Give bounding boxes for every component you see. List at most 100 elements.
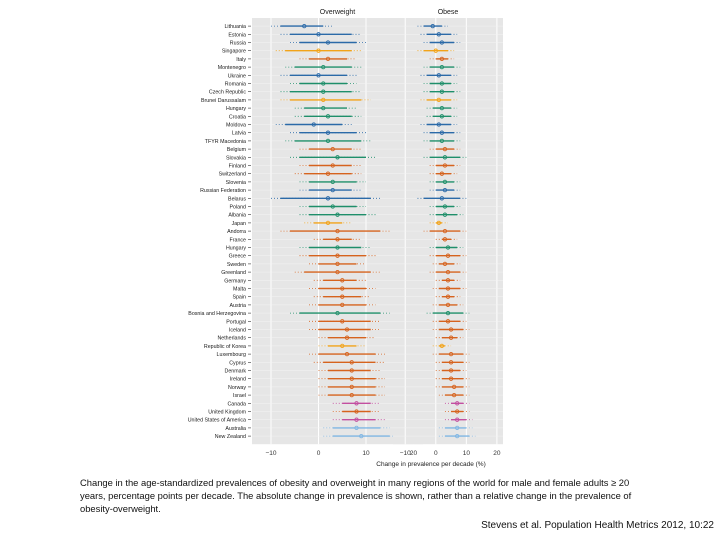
country-label-33: Malta bbox=[233, 287, 246, 293]
overweight-point-30 bbox=[335, 261, 340, 267]
obese-point-1 bbox=[430, 23, 435, 29]
country-label-49: United States of America bbox=[188, 418, 246, 424]
obese-x-tick-label: −10 bbox=[400, 450, 411, 457]
obese-point-10 bbox=[436, 97, 441, 103]
country-label-12: Croatia bbox=[229, 114, 246, 120]
country-label-9: Czech Republic bbox=[209, 90, 246, 96]
country-label-25: Japan bbox=[232, 221, 246, 227]
forest-plot-figure: −10 0 10 20 Overweight −10 0 10 20 Obese Lithuania… bbox=[160, 0, 530, 470]
overweight-point-8 bbox=[321, 81, 326, 86]
country-label-38: Iceland bbox=[229, 328, 246, 334]
overweight-point-6 bbox=[321, 64, 326, 70]
country-label-28: Hungary bbox=[226, 246, 246, 252]
obese-point-26 bbox=[442, 228, 448, 234]
obese-point-45 bbox=[451, 384, 457, 390]
country-label-4: Singapore bbox=[222, 49, 246, 55]
overweight-point-26 bbox=[335, 228, 340, 234]
overweight-point-28 bbox=[335, 245, 340, 250]
country-label-41: Luxembourg bbox=[217, 352, 246, 358]
country-label-11: Hungary bbox=[226, 106, 246, 112]
obese-point-20 bbox=[442, 179, 448, 185]
country-label-51: New Zealand bbox=[215, 434, 246, 440]
overweight-point-42 bbox=[349, 360, 354, 365]
overweight-point-39 bbox=[344, 335, 350, 340]
country-label-26: Andorra bbox=[227, 229, 246, 235]
country-label-8: Romania bbox=[225, 82, 246, 88]
overweight-point-11 bbox=[321, 105, 326, 111]
obese-panel-title: Obese bbox=[438, 9, 459, 16]
overweight-point-20 bbox=[330, 179, 335, 185]
country-label-46: Israel bbox=[233, 393, 246, 399]
overweight-point-13 bbox=[311, 122, 316, 127]
country-label-14: Latvia bbox=[232, 131, 246, 137]
overweight-point-14 bbox=[325, 130, 331, 135]
overweight-point-18 bbox=[330, 163, 335, 168]
obese-point-32 bbox=[445, 278, 451, 283]
obese-point-13 bbox=[436, 122, 441, 127]
country-label-30: Sweden bbox=[227, 262, 246, 268]
overweight-point-23 bbox=[330, 204, 335, 209]
country-label-35: Austria bbox=[230, 303, 247, 309]
obese-point-46 bbox=[451, 392, 457, 398]
overweight-point-34 bbox=[340, 294, 345, 299]
overweight-point-41 bbox=[344, 351, 350, 357]
country-label-44: Ireland bbox=[230, 377, 246, 383]
overweight-point-7 bbox=[316, 73, 321, 78]
obese-point-24 bbox=[442, 212, 448, 217]
obese-point-17 bbox=[442, 155, 448, 160]
obese-point-33 bbox=[445, 286, 451, 291]
overweight-point-32 bbox=[340, 278, 345, 283]
country-label-17: Slovakia bbox=[226, 155, 246, 161]
obese-point-41 bbox=[448, 351, 454, 357]
obese-point-7 bbox=[436, 73, 441, 78]
overweight-x-tick-label: −10 bbox=[265, 450, 276, 457]
country-label-22: Belarus bbox=[228, 196, 246, 202]
country-label-3: Russia bbox=[230, 41, 246, 47]
forest-plot: −10 0 10 20 Overweight −10 0 10 20 Obese Lithuania… bbox=[188, 9, 503, 468]
obese-point-39 bbox=[448, 335, 454, 340]
overweight-point-25 bbox=[325, 220, 331, 226]
overweight-point-48 bbox=[354, 409, 359, 414]
overweight-point-36 bbox=[335, 310, 340, 316]
obese-point-6 bbox=[439, 64, 445, 70]
obese-point-40 bbox=[439, 343, 445, 349]
x-axis-label: Change in prevalence per decade (%) bbox=[376, 461, 485, 468]
country-label-20: Slovenia bbox=[226, 180, 246, 186]
overweight-point-5 bbox=[325, 56, 331, 62]
obese-point-5 bbox=[439, 56, 445, 62]
overweight-point-43 bbox=[349, 368, 354, 373]
obese-point-25 bbox=[436, 220, 441, 226]
overweight-point-16 bbox=[330, 146, 335, 152]
overweight-point-45 bbox=[349, 384, 354, 390]
obese-point-36 bbox=[445, 310, 451, 316]
obese-point-49 bbox=[455, 417, 460, 422]
overweight-point-2 bbox=[316, 32, 321, 37]
country-label-21: Russian Federation bbox=[200, 188, 246, 194]
obese-point-22 bbox=[439, 196, 445, 201]
overweight-point-37 bbox=[340, 319, 345, 324]
overweight-point-49 bbox=[354, 417, 359, 422]
country-label-15: TFYR Macedonia bbox=[205, 139, 246, 145]
figure-citation: Stevens et al. Population Health Metrics… bbox=[481, 520, 714, 531]
country-label-2: Estonia bbox=[228, 32, 246, 38]
obese-point-42 bbox=[448, 360, 454, 365]
obese-point-38 bbox=[448, 327, 454, 332]
country-label-23: Poland bbox=[230, 205, 247, 211]
country-label-45: Norway bbox=[228, 385, 246, 391]
country-label-27: France bbox=[230, 237, 247, 243]
obese-point-16 bbox=[442, 146, 448, 152]
overweight-point-10 bbox=[321, 97, 326, 103]
obese-point-28 bbox=[445, 245, 451, 250]
overweight-point-35 bbox=[340, 302, 345, 308]
overweight-point-24 bbox=[335, 212, 340, 217]
overweight-point-29 bbox=[335, 253, 340, 258]
overweight-panel-title: Overweight bbox=[320, 9, 355, 16]
obese-point-15 bbox=[439, 138, 445, 144]
country-label-37: Portugal bbox=[226, 319, 246, 325]
overweight-point-47 bbox=[354, 401, 359, 406]
overweight-point-3 bbox=[325, 40, 331, 45]
country-label-36: Bosnia and Herzegovina bbox=[188, 311, 246, 317]
overweight-point-12 bbox=[325, 114, 331, 119]
obese-point-23 bbox=[442, 204, 448, 209]
obese-point-47 bbox=[455, 401, 460, 406]
